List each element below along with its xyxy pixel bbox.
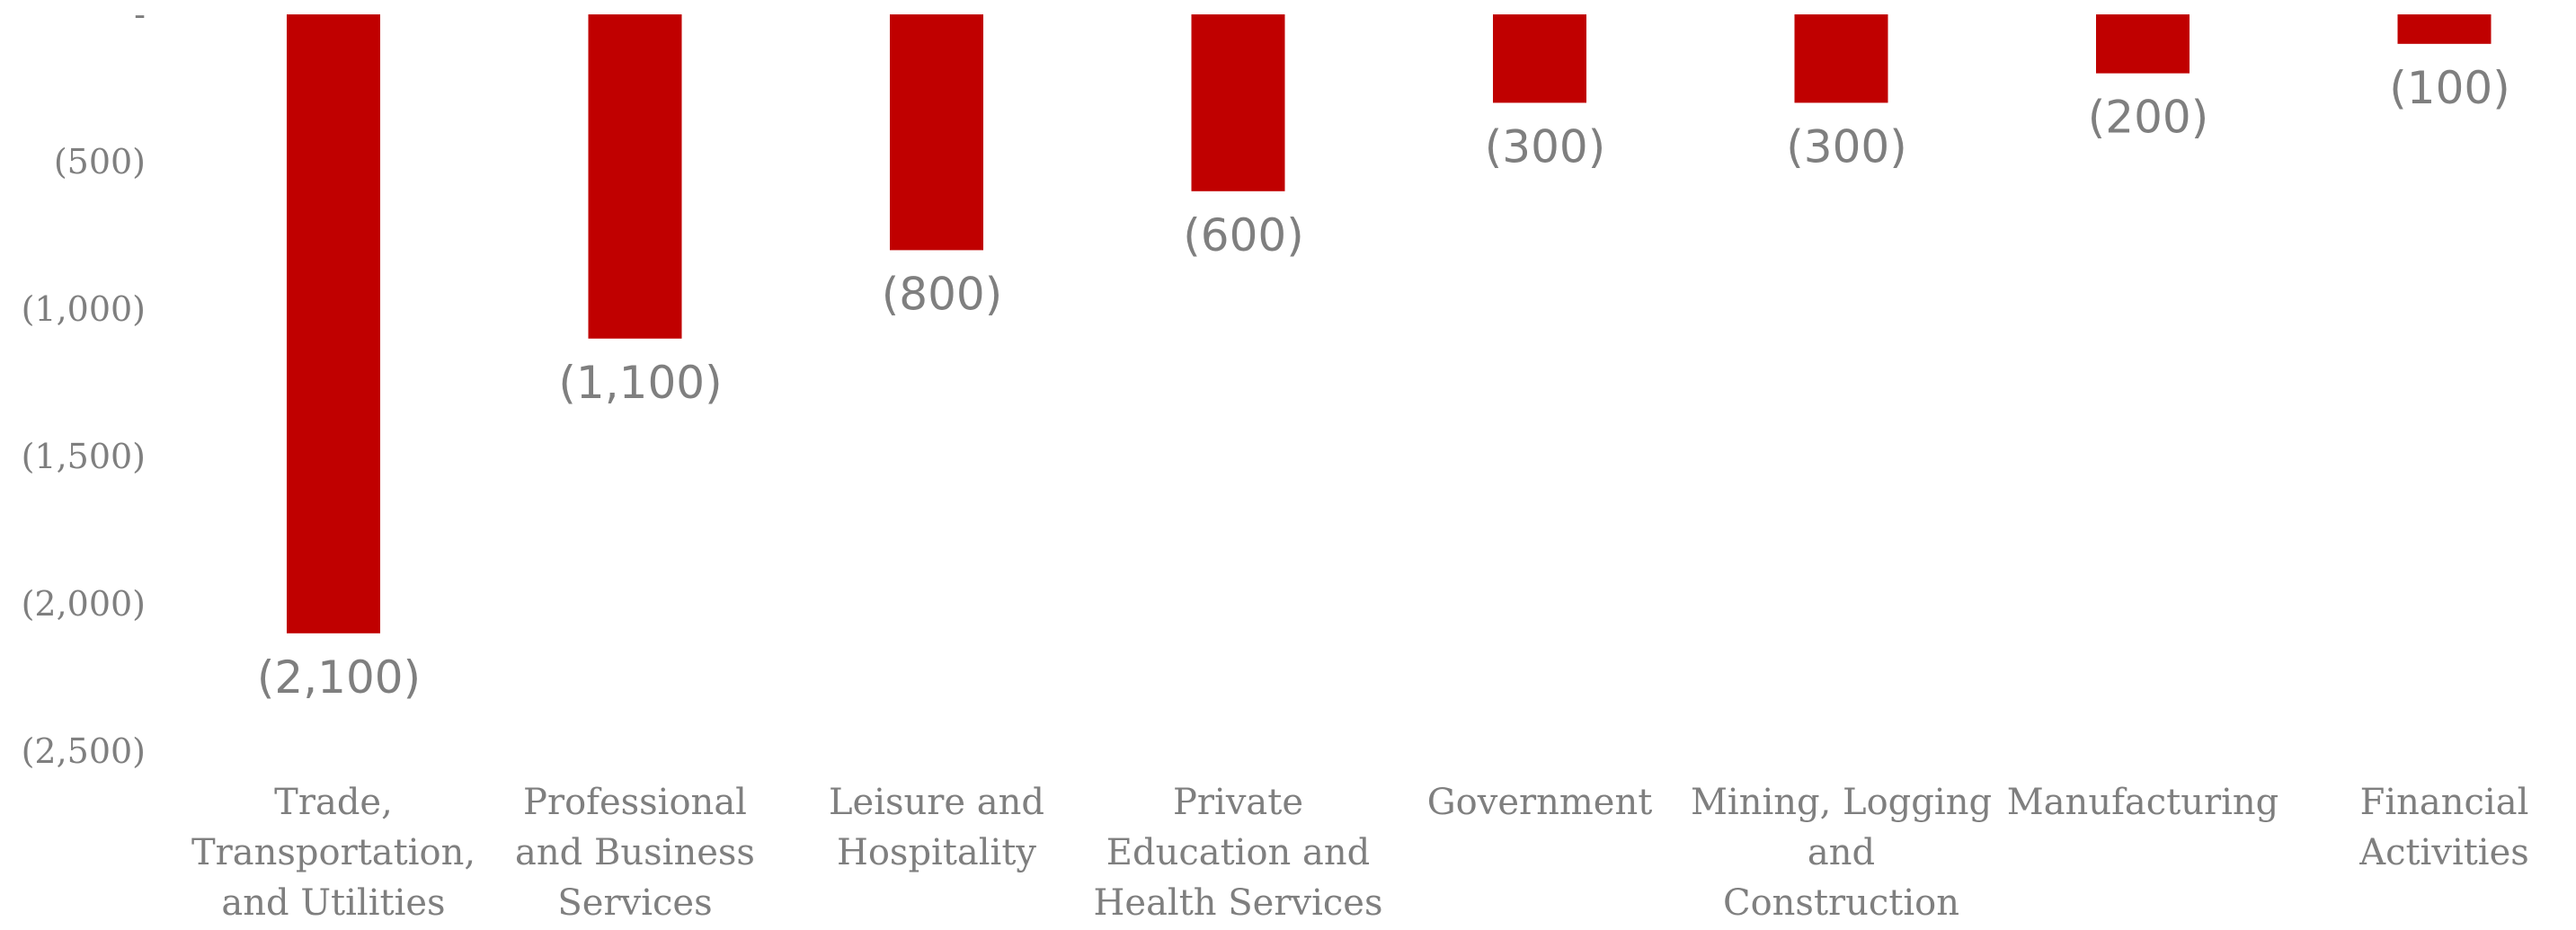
y-tick-label: (2,000) bbox=[22, 584, 146, 624]
x-category-label: Manufacturing bbox=[2007, 782, 2279, 823]
y-tick-label: (1,000) bbox=[22, 289, 146, 329]
data-label: (2,100) bbox=[257, 651, 421, 704]
bar bbox=[2397, 14, 2492, 44]
y-tick-label: - bbox=[134, 0, 146, 34]
x-category-label: Government bbox=[1427, 782, 1653, 823]
y-tick-label: (2,500) bbox=[22, 731, 146, 771]
data-label: (600) bbox=[1183, 209, 1303, 261]
data-labels: (2,100) (1,100) (800) (600) (300) (300) (200) (… bbox=[257, 62, 2510, 704]
data-label: (200) bbox=[2088, 92, 2208, 144]
bar bbox=[1493, 14, 1586, 103]
y-axis: - (500) (1,000) (1,500) (2,000) (2,500) bbox=[22, 0, 146, 771]
bar bbox=[1191, 14, 1285, 191]
y-tick-label: (1,500) bbox=[22, 437, 146, 476]
bars bbox=[287, 14, 2492, 633]
x-category-label: Trade, Transportation, and Utilities bbox=[191, 782, 475, 924]
data-label: (800) bbox=[882, 268, 1002, 320]
y-tick-label: (500) bbox=[54, 142, 146, 182]
data-label: (300) bbox=[1485, 120, 1605, 173]
bar bbox=[890, 14, 983, 251]
x-category-label: Financial Activities bbox=[2358, 782, 2529, 873]
x-axis: Trade, Transportation, and Utilities Profes… bbox=[191, 782, 2529, 924]
bar bbox=[1794, 14, 1888, 103]
bar bbox=[287, 14, 380, 633]
bar bbox=[2096, 14, 2190, 74]
data-label: (100) bbox=[2389, 62, 2509, 114]
x-category-label: Private Education and Health Services bbox=[1094, 782, 1383, 924]
bar bbox=[588, 14, 682, 339]
data-label: (1,100) bbox=[558, 357, 722, 409]
x-category-label: Mining, Logging and Construction bbox=[1691, 782, 1992, 924]
data-label: (300) bbox=[1786, 120, 1906, 173]
x-category-label: Leisure and Hospitality bbox=[829, 782, 1044, 873]
x-category-label: Professional and Business Services bbox=[515, 782, 755, 924]
